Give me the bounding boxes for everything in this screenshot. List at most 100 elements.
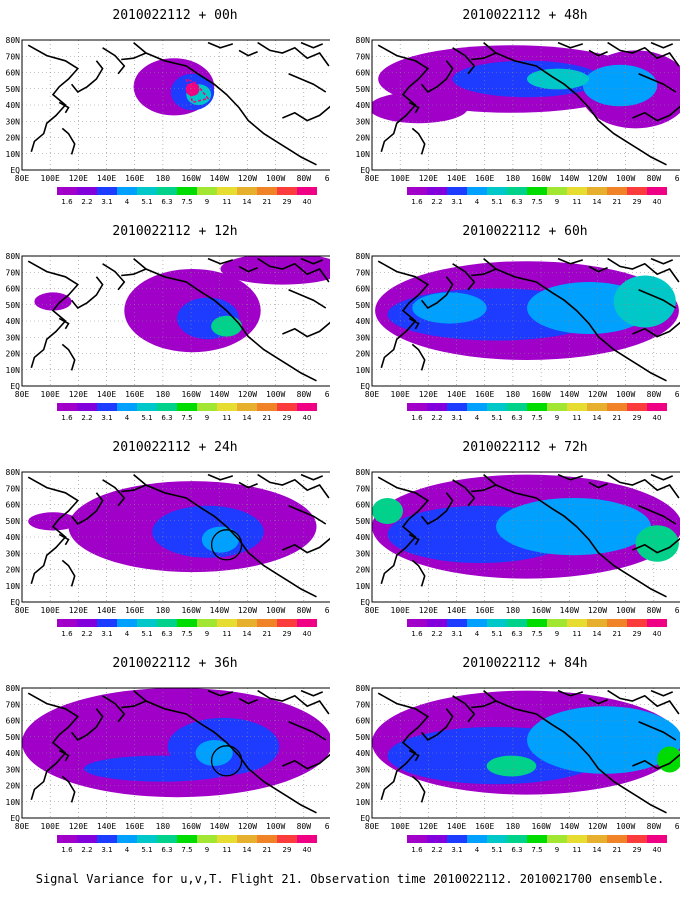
colorbar-swatch [197,187,217,195]
longitude-label: 100W [616,606,635,615]
map-frame [371,39,680,171]
longitude-label: 80E [15,606,30,615]
colorbar-swatch [427,835,447,843]
longitude-label: 100E [41,390,60,399]
colorbar-level-label: 2.2 [431,198,442,206]
longitude-label: 160E [475,606,494,615]
colorbar-level-label: 21 [263,630,272,638]
colorbar-swatch [137,403,157,411]
coastline [638,721,677,741]
coastline [58,317,70,330]
colorbar-level-label: 3.1 [451,198,462,206]
coastline [607,257,680,283]
colorbar-level-label: 21 [263,198,272,206]
variance-shading [372,498,403,524]
colorbar-level-label: 11 [223,630,232,638]
colorbar-swatch [77,187,97,195]
longitude-label: 120W [588,174,607,183]
longitude-label: 140W [210,606,229,615]
colorbar-level-label: 4 [475,846,480,854]
colorbar-swatch [407,187,427,195]
longitude-label: 180 [156,606,171,615]
coastline [238,697,258,705]
colorbar-swatch [257,835,277,843]
latitude-label: 50N [356,733,371,742]
coastline [238,265,258,273]
longitude-label: 140E [447,390,466,399]
coastline [282,105,330,122]
coastline [408,749,420,762]
colorbar-swatch [567,187,587,195]
colorbar-swatch [177,619,197,627]
colorbar-level-label: 11 [223,414,232,422]
colorbar-swatch [257,403,277,411]
longitude-label: 80E [15,174,30,183]
coastline [420,276,454,310]
latitude-label: 10N [6,582,21,591]
coastline [288,289,327,309]
colorbar-swatch [407,403,427,411]
panel-title: 2010022112 + 00h [112,8,238,23]
coastline [27,692,80,801]
coastline [121,484,147,493]
colorbar-swatch [157,403,177,411]
longitude-label: 180 [156,174,171,183]
panel-title: 2010022112 + 36h [112,656,238,671]
colorbar-level-label: 14 [243,198,252,206]
latitude-label: 10N [356,366,371,375]
longitude-label: 80W [647,822,662,831]
coastline [58,101,70,114]
colorbar-swatch [297,835,317,843]
coastline [483,473,667,598]
colorbar-swatch [487,403,507,411]
colorbar-level-label: 29 [283,414,292,422]
longitude-label: 120E [419,390,438,399]
longitude-label: 120W [238,822,257,831]
coastline [133,257,317,382]
coastline [257,473,330,499]
colorbar-level-label: 9 [205,630,209,638]
colorbar-level-label: 7.5 [181,630,192,638]
variance-shading [527,68,589,90]
longitude-label: 120W [588,606,607,615]
coastline [121,700,147,709]
coastline [300,689,324,697]
longitude-label: 120E [69,390,88,399]
longitude-label: 80W [647,390,662,399]
colorbar-swatch [607,619,627,627]
variance-shading [185,82,200,96]
colorbar-level-label: 9 [555,198,559,206]
latitude-label: 10N [356,582,371,591]
latitude-label: 40N [356,101,371,110]
map-frame [21,39,330,171]
coastline [207,41,234,49]
latitude-label: 60N [356,285,371,294]
colorbar-swatch [117,835,137,843]
coastline [411,559,426,587]
colorbar-swatch [447,835,467,843]
coastline [257,41,330,67]
coastline [632,753,680,770]
colorbar-level-label: 7.5 [531,414,542,422]
colorbar-swatch [137,619,157,627]
longitude-label: 140E [447,174,466,183]
colorbar-swatch [137,835,157,843]
longitude-label: 140E [97,390,116,399]
colorbar-level-label: 21 [613,630,622,638]
colorbar-swatch [507,403,527,411]
colorbar-swatch [447,619,467,627]
coastline [207,689,234,697]
colorbar-swatch [257,619,277,627]
colorbar-swatch [467,619,487,627]
colorbar-level-label: 11 [223,846,232,854]
latitude-label: 60N [356,501,371,510]
latitude-label: 60N [6,285,21,294]
coastline [588,697,608,705]
latitude-label: 30N [356,117,371,126]
colorbar-swatch [487,835,507,843]
longitude-label: 160W [181,822,200,831]
